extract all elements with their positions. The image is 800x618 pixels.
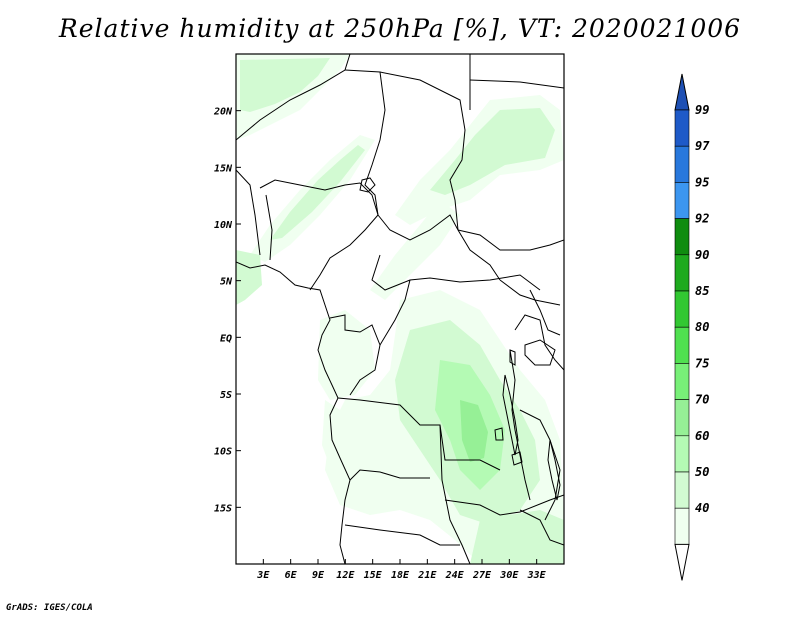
lon-tick-label: 30E	[499, 570, 519, 581]
colorbar-swatch	[674, 109, 690, 147]
border-zambia-south	[444, 494, 564, 516]
lon-tick-label: 24E	[445, 570, 465, 581]
lon-tick-label: 33E	[527, 570, 547, 581]
colorbar-swatch	[674, 326, 690, 364]
colorbar-label: 40	[695, 501, 709, 515]
border-east-lakes	[514, 314, 564, 371]
grads-credit: GrADS: IGES/COLA	[6, 603, 93, 613]
colorbar-swatch	[674, 363, 690, 400]
border-nigeria	[259, 179, 379, 291]
colorbar: 99 97 95 92 90 85 80 75 70 60 50 40	[674, 73, 710, 581]
humidity-region-west-band-core	[270, 145, 365, 240]
border-drc-west	[379, 279, 411, 346]
border-south-sudan	[499, 279, 561, 306]
border-north-3	[379, 71, 466, 231]
lon-tick-label: 18E	[391, 570, 410, 581]
border-sudan	[457, 229, 564, 251]
humidity-region-central-strip	[370, 200, 460, 300]
lon-tick-label: 3E	[256, 570, 270, 581]
border-east-kenya	[529, 289, 561, 336]
colorbar-swatch	[674, 254, 690, 292]
colorbar-label: 99	[695, 103, 709, 117]
lat-tick-label: 15S	[214, 503, 232, 514]
colorbar-bottom-arrow	[674, 543, 690, 581]
colorbar-label: 90	[695, 248, 709, 262]
lake-malawi	[547, 439, 561, 501]
humidity-region-northeast-core	[430, 108, 555, 195]
colorbar-swatch	[674, 290, 690, 328]
humidity-shading	[236, 54, 564, 564]
humidity-region-northwest-core	[240, 58, 330, 112]
lake-chad	[359, 177, 376, 193]
colorbar-label: 50	[695, 465, 709, 479]
lat-tick-label: 5N	[220, 277, 233, 288]
lake-bangweulu	[511, 451, 523, 466]
border-namibia	[344, 524, 460, 546]
humidity-region-west-coast	[236, 250, 262, 305]
map-panel: 3E 6E 9E 12E 15E 18E 21E 24E 27E 30E 33E 20N 15N 10N 5…	[213, 53, 565, 581]
colorbar-swatch	[674, 471, 690, 509]
border-angola-south	[349, 469, 430, 481]
border-angola-zambia	[439, 424, 471, 564]
border-north-1	[236, 54, 351, 141]
colorbar-swatch	[674, 218, 690, 256]
colorbar-top-arrow	[674, 73, 690, 111]
colorbar-label: 75	[695, 356, 709, 370]
lakes	[359, 177, 561, 501]
colorbar-label: 97	[695, 139, 710, 153]
humidity-region-far-south	[470, 510, 564, 564]
colorbar-swatch	[674, 507, 690, 545]
map-axes: 3E 6E 9E 12E 15E 18E 21E 24E 27E 30E 33E 20N 15N 10N 5…	[213, 107, 547, 581]
lake-victoria	[524, 339, 556, 366]
colorbar-label: 85	[695, 284, 709, 298]
border-angola-north	[337, 397, 501, 471]
border-drc-east	[509, 349, 531, 501]
lat-tick-label: 10N	[214, 220, 233, 231]
lat-tick-label: EQ	[220, 333, 232, 344]
colorbar-swatch	[674, 435, 690, 473]
lon-tick-label: 6E	[285, 570, 298, 581]
border-gabon-congo	[329, 314, 381, 396]
lat-tick-label: 10S	[214, 447, 232, 458]
border-car-south	[371, 254, 541, 291]
lat-tick-label: 5S	[220, 390, 232, 401]
lon-tick-label: 15E	[364, 570, 383, 581]
colorbar-label: 70	[695, 393, 709, 407]
humidity-region-congo-coast	[318, 310, 375, 400]
country-borders	[236, 54, 564, 564]
border-west-2	[265, 194, 273, 261]
border-chad-car	[377, 214, 501, 281]
lon-tick-label: 27E	[472, 570, 492, 581]
lon-tick-label: 21E	[417, 570, 437, 581]
lon-tick-label: 9E	[312, 570, 325, 581]
humidity-region-southern-peak	[460, 400, 488, 462]
lat-tick-label: 20N	[213, 107, 233, 118]
lake-kivu	[509, 349, 516, 366]
border-mozambique	[519, 509, 564, 546]
border-north-2	[344, 69, 386, 216]
colorbar-label: 60	[695, 429, 709, 443]
colorbar-label: 92	[695, 212, 709, 226]
lat-tick-label: 15N	[214, 163, 233, 174]
lon-tick-label: 12E	[336, 570, 355, 581]
border-north-5	[469, 79, 564, 89]
border-tanzania	[519, 409, 561, 521]
colorbar-label: 80	[695, 320, 709, 334]
colorbar-swatch	[674, 182, 690, 219]
lake-mweru	[494, 427, 504, 441]
humidity-region-southwest	[322, 400, 365, 500]
map-title: Relative humidity at 250hPa [%], VT: 202…	[58, 14, 742, 43]
colorbar-label: 95	[695, 175, 709, 189]
lake-tanganyika	[502, 374, 519, 456]
coastline	[236, 261, 351, 564]
border-west-1	[236, 169, 261, 256]
colorbar-swatch	[674, 145, 690, 183]
colorbar-swatch	[674, 399, 690, 437]
